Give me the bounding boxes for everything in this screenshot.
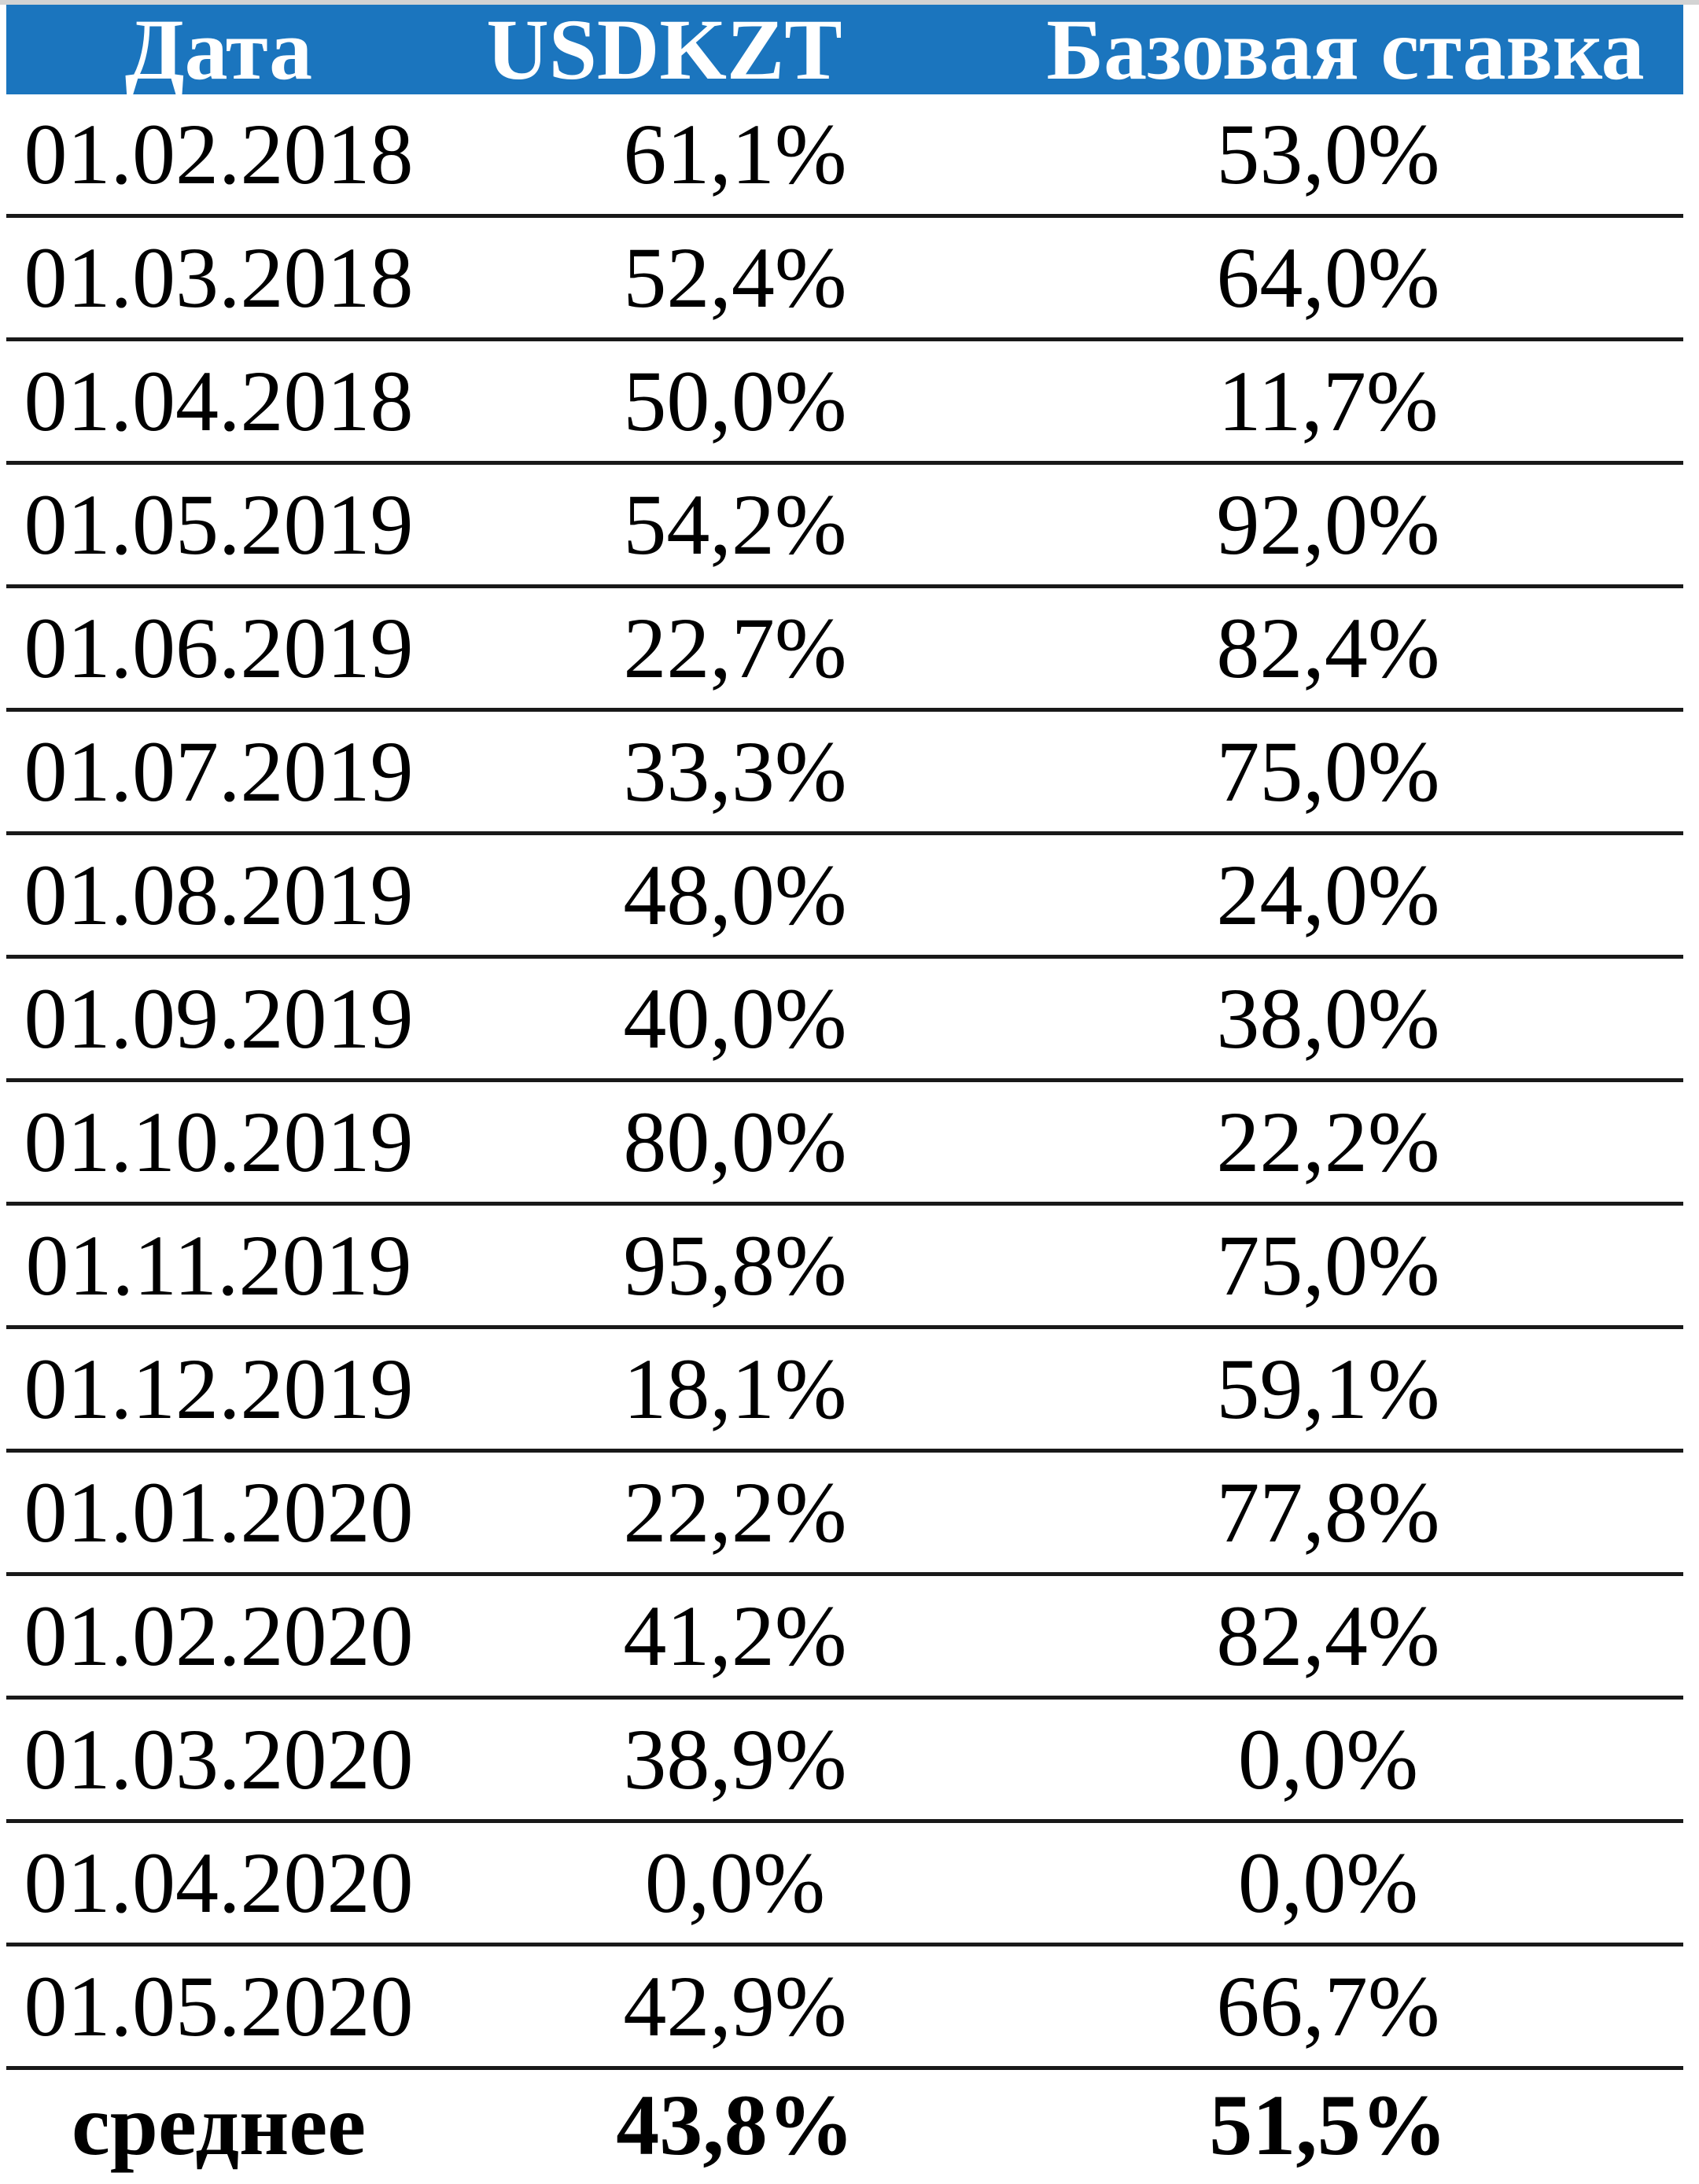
date-cell: 01.01.2020 (6, 1450, 431, 1576)
usdkzt-cell: 22,2% (431, 1450, 1039, 1576)
table-row: 01.05.2020 42,9% 66,7% (6, 1944, 1683, 2070)
usdkzt-cell: 95,8% (431, 1203, 1039, 1329)
base-rate-cell: 53,0% (1039, 94, 1683, 218)
base-rate-cell: 0,0% (1039, 1821, 1683, 1946)
usdkzt-cell: 38,9% (431, 1697, 1039, 1823)
usdkzt-cell: 22,7% (431, 586, 1039, 712)
average-base-rate-cell: 51,5% (1209, 2077, 1447, 2173)
average-label-cell: среднее (71, 2077, 367, 2173)
date-cell: 01.04.2018 (6, 339, 431, 465)
usdkzt-cell: 80,0% (431, 1080, 1039, 1206)
base-rate-cell: 59,1% (1039, 1327, 1683, 1453)
usdkzt-cell: 54,2% (431, 462, 1039, 588)
date-cell: 01.03.2020 (6, 1697, 431, 1823)
usdkzt-cell: 61,1% (431, 94, 1039, 218)
table-header: Дата USDKZT Базовая ставка (6, 5, 1683, 94)
base-rate-cell: 82,4% (1039, 1574, 1683, 1700)
header-cell-base-rate: Базовая ставка (1039, 5, 1683, 94)
base-rate-cell: 0,0% (1039, 1697, 1683, 1823)
table-row: 01.08.2019 48,0% 24,0% (6, 833, 1683, 959)
usdkzt-cell: 42,9% (431, 1944, 1039, 2070)
header-cell-date: Дата (6, 5, 431, 94)
table-row: 01.12.2019 18,1% 59,1% (6, 1327, 1683, 1453)
table-row: 01.04.2018 50,0% 11,7% (6, 339, 1683, 465)
date-cell: 01.10.2019 (6, 1080, 431, 1206)
usdkzt-cell: 40,0% (431, 956, 1039, 1082)
date-cell: 01.02.2018 (6, 94, 431, 218)
base-rate-cell: 75,0% (1039, 709, 1683, 835)
base-rate-cell: 82,4% (1039, 586, 1683, 712)
usdkzt-cell: 48,0% (431, 833, 1039, 959)
date-cell: 01.07.2019 (6, 709, 431, 835)
table-row: 01.09.2019 40,0% 38,0% (6, 956, 1683, 1082)
date-cell: 01.11.2019 (6, 1203, 431, 1329)
header-cell-usdkzt: USDKZT (431, 5, 1039, 94)
table-row: 01.02.2018 61,1% 53,0% (6, 94, 1683, 218)
table-footer: среднее 43,8% 51,5% (6, 2068, 1683, 2181)
usdkzt-cell: 50,0% (431, 339, 1039, 465)
table-row: 01.11.2019 95,8% 75,0% (6, 1203, 1683, 1329)
rates-table: Дата USDKZT Базовая ставка 01.02.2018 61… (6, 5, 1683, 2180)
date-cell: 01.03.2018 (6, 215, 431, 341)
table-row: 01.02.2020 41,2% 82,4% (6, 1574, 1683, 1700)
base-rate-cell: 24,0% (1039, 833, 1683, 959)
date-cell: 01.06.2019 (6, 586, 431, 712)
table-row: 01.07.2019 33,3% 75,0% (6, 709, 1683, 835)
table-row: 01.01.2020 22,2% 77,8% (6, 1450, 1683, 1576)
date-cell: 01.05.2019 (6, 462, 431, 588)
base-rate-cell: 66,7% (1039, 1944, 1683, 2070)
base-rate-cell: 75,0% (1039, 1203, 1683, 1329)
base-rate-cell: 64,0% (1039, 215, 1683, 341)
table-row: 01.06.2019 22,7% 82,4% (6, 586, 1683, 712)
base-rate-cell: 77,8% (1039, 1450, 1683, 1576)
date-cell: 01.05.2020 (6, 1944, 431, 2070)
base-rate-cell: 38,0% (1039, 956, 1683, 1082)
table-row: 01.04.2020 0,0% 0,0% (6, 1821, 1683, 1946)
date-cell: 01.12.2019 (6, 1327, 431, 1453)
usdkzt-cell: 33,3% (431, 709, 1039, 835)
table-row: 01.03.2018 52,4% 64,0% (6, 215, 1683, 341)
date-cell: 01.09.2019 (6, 956, 431, 1082)
table-body: 01.02.2018 61,1% 53,0% 01.03.2018 52,4% … (6, 94, 1683, 2070)
table-row: 01.10.2019 80,0% 22,2% (6, 1080, 1683, 1206)
average-row: среднее 43,8% 51,5% (6, 2068, 1683, 2181)
average-usdkzt-cell: 43,8% (616, 2077, 854, 2173)
base-rate-cell: 92,0% (1039, 462, 1683, 588)
usdkzt-cell: 41,2% (431, 1574, 1039, 1700)
usdkzt-cell: 18,1% (431, 1327, 1039, 1453)
base-rate-cell: 22,2% (1039, 1080, 1683, 1206)
base-rate-cell: 11,7% (1039, 339, 1683, 465)
table-row: 01.03.2020 38,9% 0,0% (6, 1697, 1683, 1823)
usdkzt-cell: 52,4% (431, 215, 1039, 341)
usdkzt-cell: 0,0% (431, 1821, 1039, 1946)
table-row: 01.05.2019 54,2% 92,0% (6, 462, 1683, 588)
date-cell: 01.08.2019 (6, 833, 431, 959)
header-row: Дата USDKZT Базовая ставка (6, 5, 1683, 94)
date-cell: 01.04.2020 (6, 1821, 431, 1946)
date-cell: 01.02.2020 (6, 1574, 431, 1700)
top-edge-strip (0, 0, 1699, 5)
